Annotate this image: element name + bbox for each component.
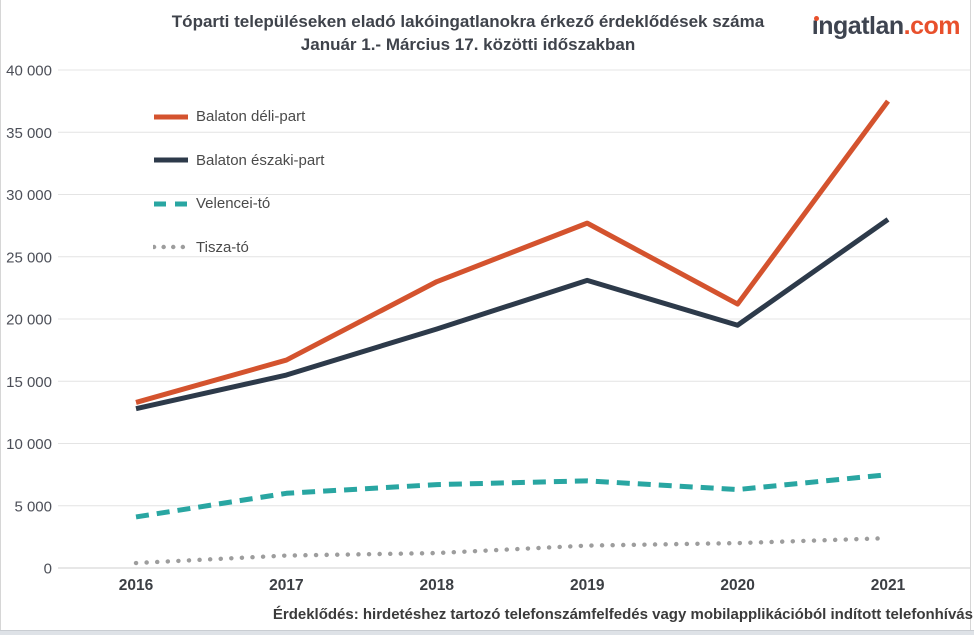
footnote: Érdeklődés: hirdetéshez tartozó telefons… bbox=[272, 606, 973, 623]
x-tick-label-2020: 2020 bbox=[720, 577, 754, 594]
y-tick-label-20000: 20 000 bbox=[6, 312, 52, 329]
series-line-tisza-t- bbox=[133, 535, 891, 566]
series-line-balaton-d-li-part bbox=[135, 99, 891, 405]
bottom-band bbox=[0, 630, 974, 635]
x-tick-label-2017: 2017 bbox=[269, 577, 303, 594]
y-tick-label-5000: 5 000 bbox=[14, 498, 52, 515]
legend-item-balaton-szaki-part: Balaton északi-part bbox=[153, 139, 324, 183]
logo-i-dot-icon bbox=[813, 16, 819, 21]
y-tick-label-40000: 40 000 bbox=[6, 63, 52, 80]
legend-item-tisza-t-: Tisza-tó bbox=[153, 226, 324, 270]
legend-label: Balaton északi-part bbox=[196, 151, 325, 169]
legend-line-sample-icon bbox=[153, 245, 189, 250]
x-tick-label-2016: 2016 bbox=[119, 577, 154, 594]
chart-legend: Balaton déli-part Balaton északi-part Vele… bbox=[153, 95, 324, 269]
y-tick-label-30000: 30 000 bbox=[6, 187, 52, 204]
x-tick-label-2021: 2021 bbox=[871, 577, 906, 594]
legend-line-sample-icon bbox=[154, 157, 188, 163]
legend-label: Tisza-tó bbox=[196, 238, 249, 256]
series-line-balaton-szaki-part bbox=[135, 217, 890, 412]
y-tick-label-15000: 15 000 bbox=[6, 374, 52, 391]
legend-label: Velencei-tó bbox=[196, 195, 271, 213]
legend-item-balaton-d-li-part: Balaton déli-part bbox=[153, 95, 324, 139]
y-tick-label-10000: 10 000 bbox=[6, 436, 52, 453]
ingatlan-logo: ıngatlan.com bbox=[811, 12, 961, 41]
y-tick-label-25000: 25 000 bbox=[6, 249, 52, 266]
legend-label: Balaton déli-part bbox=[196, 108, 306, 126]
legend-item-velencei-t-: Velencei-tó bbox=[153, 182, 324, 226]
y-tick-label-0: 0 bbox=[44, 561, 52, 578]
x-tick-label-2019: 2019 bbox=[570, 577, 605, 594]
series-line-velencei-t- bbox=[135, 472, 889, 520]
x-tick-label-2018: 2018 bbox=[420, 577, 455, 594]
legend-line-sample-icon bbox=[154, 114, 188, 120]
y-tick-label-35000: 35 000 bbox=[6, 125, 52, 142]
logo-tld: .com bbox=[903, 12, 961, 40]
legend-line-sample-icon bbox=[154, 201, 188, 207]
logo-text: ıngatlan bbox=[811, 12, 904, 40]
